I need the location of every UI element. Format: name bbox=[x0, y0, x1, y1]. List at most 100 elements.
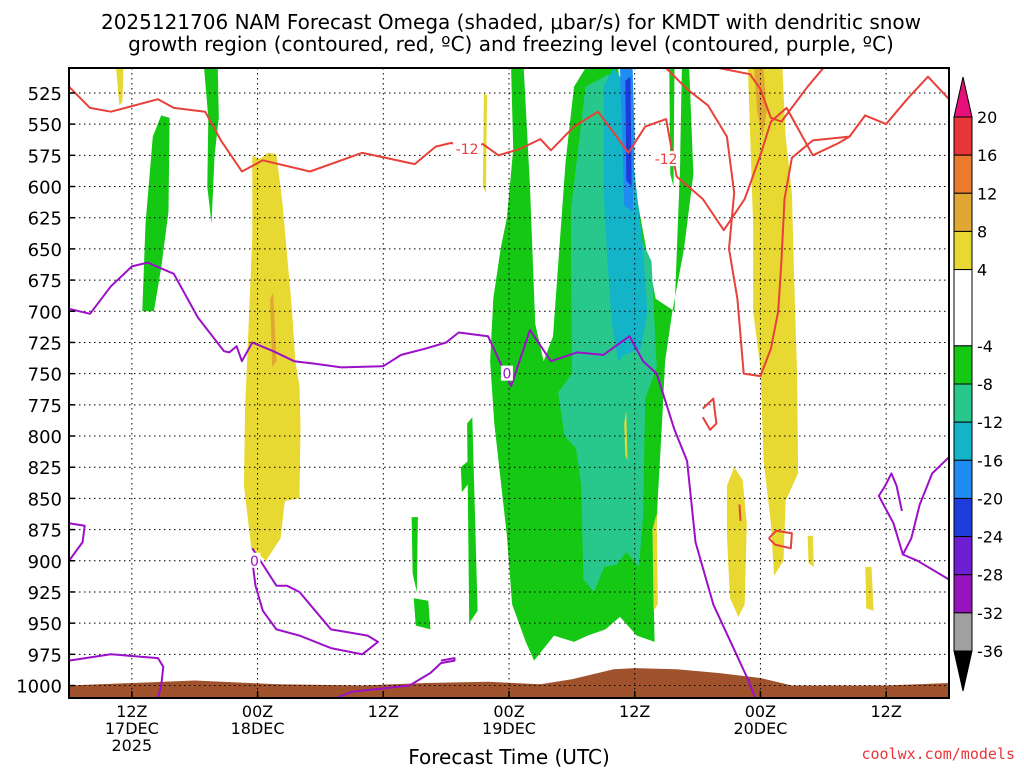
x-tick-label: 2025 bbox=[111, 736, 152, 755]
omega-region-yellow-blob-920 bbox=[865, 567, 874, 611]
colorbar-bin bbox=[953, 269, 973, 347]
dendritic-growth-contours: -12 -12 bbox=[68, 67, 950, 550]
omega-region-yellow-upper-left bbox=[116, 68, 124, 106]
y-axis: 525 550 575 600 625 650 675 700 725 750 775 800 825 8… bbox=[16, 84, 75, 698]
x-tick-label: 20DEC bbox=[733, 719, 787, 738]
colorbar-label: 16 bbox=[977, 146, 997, 165]
colorbar-bin bbox=[953, 421, 973, 461]
omega-region-green-patch-930 bbox=[413, 598, 431, 630]
omega-region-yellow-spot-19dec bbox=[482, 93, 487, 193]
y-tick-label: 625 bbox=[28, 209, 62, 230]
dgz-contour-label-bg bbox=[453, 141, 482, 157]
y-tick-label: 775 bbox=[28, 396, 62, 417]
colorbar-bin bbox=[953, 230, 973, 271]
x-tick-label: 19DEC bbox=[482, 719, 536, 738]
x-tick-label: 17DEC bbox=[105, 719, 159, 738]
dgz-contour-dgz-top-arc-20dec bbox=[718, 67, 825, 123]
colorbar-bin bbox=[953, 459, 973, 499]
y-tick-label: 750 bbox=[28, 365, 62, 386]
freezing-contour-freezing-0-right bbox=[901, 456, 950, 581]
colorbar-label: 20 bbox=[977, 108, 997, 127]
dgz-contour-label-bg bbox=[652, 151, 681, 167]
colorbar-bin bbox=[953, 116, 973, 156]
watermark: coolwx.com/models bbox=[861, 745, 1015, 763]
colorbar-bin bbox=[953, 192, 973, 232]
dgz-contour-dgz-closed-small bbox=[701, 397, 718, 431]
x-tick-label: 12Z bbox=[870, 702, 901, 721]
y-tick-label: 900 bbox=[28, 552, 62, 573]
colorbar-bin bbox=[953, 612, 973, 652]
y-tick-label: 925 bbox=[28, 583, 62, 604]
colorbar-bin bbox=[953, 497, 973, 538]
freezing-contour-freezing-0-lower-left bbox=[251, 547, 379, 656]
omega-region-green-patch-880 bbox=[411, 517, 418, 592]
x-tick-label: 12Z bbox=[116, 702, 147, 721]
x-tick-label: 00Z bbox=[242, 702, 273, 721]
y-tick-label: 725 bbox=[28, 333, 62, 354]
colorbar-label: -16 bbox=[977, 451, 1003, 470]
omega-region-yellow-spike-mid bbox=[624, 411, 628, 461]
freezing-contour-freezing-0-right-branch bbox=[877, 472, 904, 555]
colorbar-bin bbox=[953, 383, 973, 423]
dgz-contour-dgz-m12-upper bbox=[68, 75, 950, 232]
y-tick-label: 575 bbox=[28, 146, 62, 167]
omega-region-yellow-slim-after-12z bbox=[652, 513, 658, 611]
y-tick-label: 875 bbox=[28, 521, 62, 542]
omega-region-orange-spot-18dec bbox=[270, 292, 277, 368]
colorbar-bin bbox=[953, 154, 973, 194]
colorbar-top-arrow bbox=[953, 76, 973, 118]
omega-region-yellow-blob-900 bbox=[807, 535, 814, 567]
freezing-contour-freezing-0-surface-left bbox=[68, 653, 165, 699]
y-tick-label: 975 bbox=[28, 645, 62, 666]
omega-region-green-patch-800 bbox=[467, 417, 478, 624]
plot-area: -12 -12 00 bbox=[68, 67, 950, 699]
colorbar-label: -28 bbox=[977, 566, 1003, 585]
x-tick-label: 18DEC bbox=[231, 719, 285, 738]
dgz-contour-dgz-dash-862 bbox=[738, 504, 742, 521]
y-tick-label: 825 bbox=[28, 458, 62, 479]
chart-title-line-2: growth region (contoured, red, ºC) and f… bbox=[128, 32, 894, 56]
chart-title-line-1: 2025121706 NAM Forecast Omega (shaded, μ… bbox=[101, 10, 921, 34]
freezing-level-contours: 00 bbox=[68, 261, 950, 699]
colorbar-bin bbox=[953, 536, 973, 576]
y-tick-label: 525 bbox=[28, 84, 62, 105]
y-tick-label: 675 bbox=[28, 271, 62, 292]
colorbar-label: 8 bbox=[977, 222, 987, 241]
x-tick-label: 00Z bbox=[745, 702, 776, 721]
colorbar-bin bbox=[953, 345, 973, 385]
x-tick-label: 12Z bbox=[368, 702, 399, 721]
y-tick-label: 700 bbox=[28, 302, 62, 323]
y-tick-label: 800 bbox=[28, 427, 62, 448]
dgz-contour-dgz-m12-lower bbox=[665, 67, 850, 378]
freezing-contour-freezing-0-main bbox=[68, 261, 757, 699]
omega-region-green-column-b bbox=[204, 68, 219, 224]
colorbar-label: -32 bbox=[977, 604, 1003, 623]
colorbar-bin bbox=[953, 574, 973, 614]
x-tick-label: 12Z bbox=[619, 702, 650, 721]
y-tick-label: 1000 bbox=[16, 677, 62, 698]
colorbar-label: 12 bbox=[977, 184, 997, 203]
dgz-contour-label: -12 bbox=[456, 142, 479, 158]
freezing-contour-freezing-0-bottom bbox=[335, 657, 456, 699]
y-tick-label: 950 bbox=[28, 614, 62, 635]
y-tick-label: 550 bbox=[28, 115, 62, 136]
omega-region-yellow-blob-850 bbox=[726, 467, 747, 617]
y-tick-label: 850 bbox=[28, 489, 62, 510]
x-axis-label: Forecast Time (UTC) bbox=[408, 745, 610, 768]
dgz-contour-label: -12 bbox=[655, 152, 678, 168]
y-tick-label: 650 bbox=[28, 240, 62, 261]
colorbar-label: -20 bbox=[977, 489, 1003, 508]
colorbar-label: -12 bbox=[977, 413, 1003, 432]
colorbar-label: -4 bbox=[977, 337, 993, 356]
colorbar-bottom-arrow bbox=[953, 650, 973, 692]
colorbar: 20 16 12 8 4 -4 -8 -12 -16 -20 -24 -28 -32 -36 bbox=[953, 76, 1003, 692]
omega-region-cyan-band-19dec bbox=[603, 68, 648, 362]
dgz-contour-dgz-closed-20dec bbox=[768, 529, 793, 550]
freezing-contour-freezing-0-edge-left bbox=[68, 522, 86, 562]
omega-region-navy-streak bbox=[625, 76, 632, 187]
freezing-contour-label-bg bbox=[248, 552, 261, 568]
freezing-contour-label: 0 bbox=[502, 367, 511, 383]
colorbar-label: 4 bbox=[977, 261, 987, 280]
